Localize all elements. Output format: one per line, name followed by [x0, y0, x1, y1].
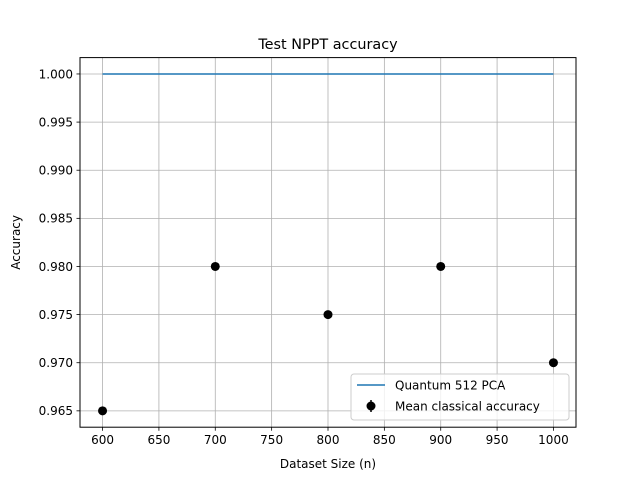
- data-point-classical: [323, 310, 333, 320]
- y-tick-label: 0.965: [39, 404, 73, 418]
- y-tick-label: 0.990: [39, 164, 73, 178]
- y-tick-label: 0.975: [39, 308, 73, 322]
- x-tick-label: 650: [147, 433, 170, 447]
- y-tick-label: 0.970: [39, 356, 73, 370]
- chart-title: Test NPPT accuracy: [257, 37, 398, 53]
- x-axis-label: Dataset Size (n): [280, 457, 376, 471]
- x-tick-label: 850: [373, 433, 396, 447]
- x-tick-label: 900: [429, 433, 452, 447]
- data-point-classical: [98, 406, 108, 416]
- plot-data: [98, 73, 558, 416]
- x-tick-label: 600: [91, 433, 114, 447]
- x-tick-label: 800: [317, 433, 340, 447]
- legend-label-classical: Mean classical accuracy: [395, 400, 540, 414]
- axis-ticks: 600 650 700 750 800 850 900 950 1000 0.965 0.970 0.…: [39, 67, 569, 447]
- data-point-classical: [210, 261, 220, 271]
- x-tick-label: 1000: [538, 433, 569, 447]
- x-tick-label: 750: [260, 433, 283, 447]
- y-tick-label: 0.985: [39, 212, 73, 226]
- legend-label-quantum: Quantum 512 PCA: [395, 379, 506, 393]
- y-tick-label: 0.995: [39, 115, 73, 129]
- y-axis-label: Accuracy: [9, 215, 23, 270]
- legend-box: [350, 373, 570, 421]
- legend-marker-swatch: [366, 401, 376, 411]
- y-tick-label: 1.000: [39, 67, 73, 81]
- y-tick-label: 0.980: [39, 260, 73, 274]
- data-point-classical: [436, 261, 446, 271]
- data-point-classical: [548, 358, 558, 368]
- legend: Quantum 512 PCA Mean classical accuracy: [350, 373, 570, 421]
- x-tick-label: 700: [204, 433, 227, 447]
- x-tick-label: 950: [486, 433, 509, 447]
